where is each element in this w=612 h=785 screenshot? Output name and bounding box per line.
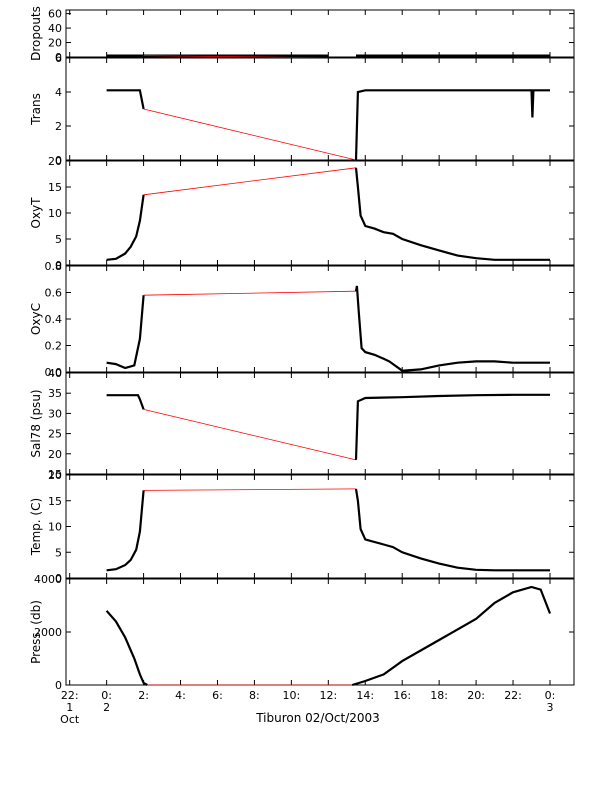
y-tick-label: 4000 — [34, 573, 62, 586]
panel-frame — [65, 9, 575, 58]
x-tick-label: 20: — [467, 689, 485, 702]
data-series-line — [354, 285, 550, 372]
y-tick-label: 0.4 — [45, 313, 63, 326]
x-tick-label: 2 — [103, 701, 110, 714]
panel-frame — [65, 372, 575, 475]
y-axis-label: Dropouts — [29, 6, 43, 61]
x-tick-label: 0: — [545, 689, 556, 702]
x-tick-label: 14: — [356, 689, 374, 702]
x-tick-label: 3 — [546, 701, 553, 714]
x-tick-label: 0: — [101, 689, 112, 702]
panel-oxyt: 0 5 10 15 20 OxyT — [29, 155, 575, 272]
y-tick-label: 10 — [48, 521, 62, 534]
x-tick-label: 4: — [175, 689, 186, 702]
y-tick-label: 0.0 — [45, 366, 63, 379]
gap-interpolation-line — [143, 290, 357, 296]
x-tick-label: Oct — [60, 713, 80, 726]
y-tick-label: 0 — [55, 572, 62, 585]
figure-title: Tiburon 02/Oct/2003 — [255, 711, 380, 725]
y-tick-label: 20 — [48, 37, 62, 50]
y-tick-label: 15 — [48, 468, 62, 481]
y-tick-label: 0 — [55, 51, 62, 64]
y-tick-label: 0.6 — [45, 287, 63, 300]
y-tick-label: 0.2 — [45, 340, 63, 353]
data-series-line — [106, 394, 145, 410]
y-tick-label: 6 — [55, 52, 62, 65]
panel-frame — [65, 160, 575, 266]
y-tick-label: 2 — [55, 120, 62, 133]
data-series-line — [106, 89, 145, 110]
x-tick-label: 18: — [430, 689, 448, 702]
x-tick-label: 6: — [212, 689, 223, 702]
y-tick-label: 5 — [55, 546, 62, 559]
y-tick-label: 35 — [48, 387, 62, 400]
x-tick-label: 10: — [283, 689, 301, 702]
data-series-line — [106, 295, 145, 370]
y-tick-label: 10 — [48, 207, 62, 220]
data-series-line — [354, 167, 550, 261]
gap-interpolation-line — [143, 108, 357, 161]
x-tick-label: 16: — [393, 689, 411, 702]
x-tick-label: 8: — [249, 689, 260, 702]
y-axis-label: Sal78 (psu) — [29, 389, 43, 457]
y-tick-label: 0.8 — [45, 260, 63, 273]
y-tick-label: 0 — [55, 154, 62, 167]
data-series-line — [105, 610, 148, 686]
panel-frame — [65, 474, 575, 579]
x-tick-label: 22: — [504, 689, 522, 702]
y-axis-label: OxyC — [29, 303, 43, 335]
y-tick-label: 20 — [48, 469, 62, 482]
y-tick-label: 30 — [48, 407, 62, 420]
y-tick-label: 40 — [48, 367, 62, 380]
panel-oxyc: 0.0 0.2 0.4 0.6 0.8 OxyC — [29, 260, 575, 379]
data-series-line — [106, 194, 145, 261]
panels-group: 0204060Dropouts0246Trans05101520OxyT0.00… — [29, 6, 575, 692]
data-series-line — [351, 585, 552, 687]
y-tick-label: 4 — [55, 86, 62, 99]
y-tick-label: 40 — [48, 22, 62, 35]
data-series-line — [354, 393, 550, 460]
y-tick-label: 0 — [55, 259, 62, 272]
y-tick-label: 20 — [48, 155, 62, 168]
gap-interpolation-line — [143, 409, 357, 461]
gap-interpolation-line — [143, 488, 357, 491]
y-axis-label: OxyT — [29, 197, 43, 229]
y-tick-label: 5 — [55, 233, 62, 246]
x-tick-label: 12: — [319, 689, 337, 702]
y-axis-label: Trans — [29, 93, 43, 126]
y-tick-label: 15 — [48, 495, 62, 508]
x-tick-label: 22: — [61, 689, 79, 702]
panel-trans: 0 2 4 6 Trans — [29, 52, 575, 167]
gap-interpolation-line — [143, 167, 357, 196]
y-axis-label: Temp. (C) — [29, 498, 43, 556]
y-tick-label: 15 — [48, 181, 62, 194]
y-tick-label: 25 — [48, 428, 62, 441]
panel-frame — [65, 57, 575, 161]
panel-press: 0 2000 4000 Press. (db) — [29, 573, 575, 692]
x-tick-label: 2: — [138, 689, 149, 702]
data-series-line — [354, 488, 550, 572]
y-axis-label: Press. (db) — [29, 600, 43, 664]
x-tick-label: 1 — [66, 701, 73, 714]
y-tick-label: 2000 — [34, 626, 62, 639]
y-tick-label: 20 — [48, 448, 62, 461]
y-tick-label: 60 — [48, 8, 62, 21]
data-series-line — [354, 89, 550, 161]
panel-frame — [65, 578, 575, 686]
y-tick-label: 0 — [55, 679, 62, 692]
data-series-line — [106, 490, 145, 572]
